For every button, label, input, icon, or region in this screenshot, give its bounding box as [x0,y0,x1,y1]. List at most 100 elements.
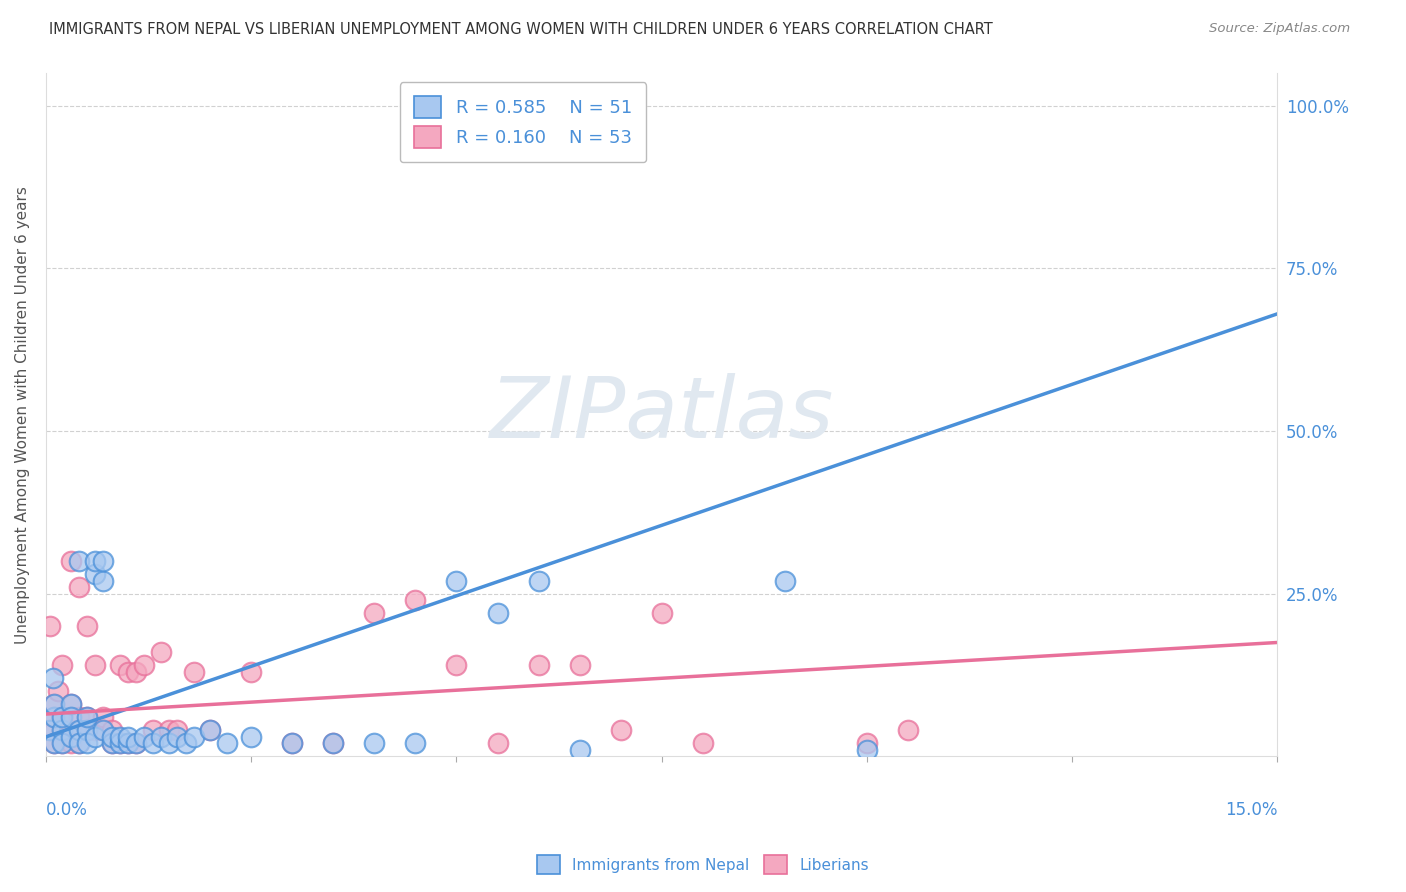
Text: ZIPatlas: ZIPatlas [489,373,834,456]
Point [773,574,796,588]
Point [67,736,90,750]
Point [125,665,148,679]
Point [527,98,550,112]
Point [692,736,714,750]
Point [142,723,165,738]
Point [51,723,73,738]
Point [198,723,221,738]
Point [51,710,73,724]
Point [44,736,66,750]
Point [39,723,62,738]
Point [527,574,550,588]
Point [59,554,82,568]
Point [76,723,98,738]
Point [281,736,304,750]
Point [67,723,90,738]
Point [44,698,66,712]
Point [51,723,73,738]
Point [856,736,879,750]
Point [76,710,98,724]
Point [76,710,98,724]
Point [59,736,82,750]
Text: 0.0%: 0.0% [46,801,87,819]
Point [44,698,66,712]
Point [84,567,107,582]
Point [117,665,139,679]
Point [84,554,107,568]
Point [446,574,468,588]
Point [174,736,197,750]
Point [117,736,139,750]
Point [609,723,631,738]
Point [100,730,122,744]
Point [322,736,344,750]
Point [568,743,591,757]
Point [117,730,139,744]
Point [240,665,263,679]
Point [166,723,188,738]
Point [84,730,107,744]
Point [93,574,115,588]
Point [108,736,131,750]
Point [527,658,550,673]
Point [93,710,115,724]
Point [486,736,509,750]
Point [84,723,107,738]
Point [281,736,304,750]
Point [157,736,180,750]
Point [108,730,131,744]
Text: 15.0%: 15.0% [1225,801,1278,819]
Point [134,658,156,673]
Point [46,684,69,698]
Point [117,736,139,750]
Point [59,698,82,712]
Point [93,554,115,568]
Y-axis label: Unemployment Among Women with Children Under 6 years: Unemployment Among Women with Children U… [15,186,30,644]
Point [67,736,90,750]
Point [486,606,509,620]
Point [59,698,82,712]
Point [198,723,221,738]
Point [149,730,172,744]
Point [568,658,591,673]
Point [51,736,73,750]
Point [240,730,263,744]
Point [51,736,73,750]
Legend: R = 0.585    N = 51, R = 0.160    N = 53: R = 0.585 N = 51, R = 0.160 N = 53 [399,82,647,162]
Point [363,606,385,620]
Point [59,723,82,738]
Point [44,710,66,724]
Text: IMMIGRANTS FROM NEPAL VS LIBERIAN UNEMPLOYMENT AMONG WOMEN WITH CHILDREN UNDER 6: IMMIGRANTS FROM NEPAL VS LIBERIAN UNEMPL… [49,22,993,37]
Point [897,723,920,738]
Point [51,710,73,724]
Point [76,736,98,750]
Point [100,736,122,750]
Point [125,736,148,750]
Point [44,723,66,738]
Point [41,671,63,685]
Point [446,658,468,673]
Point [134,730,156,744]
Point [108,658,131,673]
Point [39,619,62,633]
Point [856,743,879,757]
Point [183,730,205,744]
Point [100,723,122,738]
Point [166,730,188,744]
Legend: Immigrants from Nepal, Liberians: Immigrants from Nepal, Liberians [530,849,876,880]
Point [651,606,673,620]
Point [67,554,90,568]
Point [59,710,82,724]
Point [67,710,90,724]
Point [67,580,90,594]
Point [76,619,98,633]
Point [183,665,205,679]
Point [76,723,98,738]
Point [93,723,115,738]
Point [100,736,122,750]
Point [59,730,82,744]
Point [125,736,148,750]
Point [44,710,66,724]
Point [149,645,172,659]
Point [215,736,238,750]
